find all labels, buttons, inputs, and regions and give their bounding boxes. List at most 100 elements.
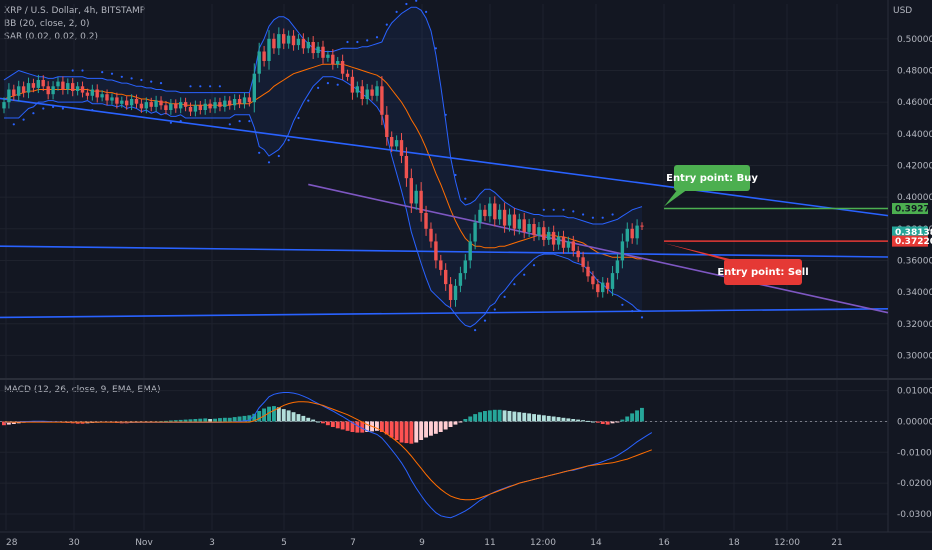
candle-body[interactable] [620, 241, 625, 261]
candle-body[interactable] [605, 282, 610, 289]
candle-body[interactable] [542, 227, 546, 240]
candle-body[interactable] [478, 209, 482, 223]
candle-body[interactable] [203, 103, 207, 110]
candle-body[interactable] [591, 276, 595, 285]
candle-body[interactable] [56, 81, 60, 87]
candle-body[interactable] [537, 227, 541, 236]
candle-body[interactable] [100, 94, 104, 98]
candle-body[interactable] [448, 284, 453, 300]
candle-body[interactable] [183, 102, 188, 107]
candle-body[interactable] [71, 83, 75, 91]
candle-body[interactable] [223, 100, 227, 107]
candle-body[interactable] [576, 250, 580, 258]
candle-body[interactable] [640, 225, 644, 227]
candle-body[interactable] [434, 241, 438, 261]
candle-body[interactable] [424, 213, 428, 229]
symbol-legend[interactable]: XRP / U.S. Dollar, 4h, BITSTAMP [4, 6, 146, 16]
candle-body[interactable] [375, 86, 379, 96]
candle-body[interactable] [498, 209, 502, 220]
candle-body[interactable] [488, 203, 492, 217]
candle-body[interactable] [129, 99, 134, 106]
candle-body[interactable] [331, 54, 335, 65]
candle-body[interactable] [350, 76, 355, 93]
candle-body[interactable] [228, 100, 232, 106]
candle-body[interactable] [17, 86, 21, 96]
candle-body[interactable] [193, 105, 198, 112]
candle-body[interactable] [419, 190, 423, 213]
candle-body[interactable] [517, 219, 521, 229]
candle-body[interactable] [468, 241, 472, 261]
candle-body[interactable] [355, 86, 359, 93]
candle-body[interactable] [115, 97, 119, 104]
candle-body[interactable] [213, 102, 217, 109]
candle-body[interactable] [453, 285, 458, 300]
candle-body[interactable] [277, 34, 281, 49]
candle-body[interactable] [390, 137, 394, 147]
candle-body[interactable] [404, 156, 409, 179]
candle-body[interactable] [164, 105, 168, 110]
candle-body[interactable] [237, 99, 242, 104]
sar-legend[interactable]: SAR (0.02, 0.02, 0.2) [4, 32, 99, 42]
candle-body[interactable] [522, 219, 526, 232]
candle-body[interactable] [507, 214, 512, 226]
candle-body[interactable] [370, 89, 374, 96]
trendline-mid-support[interactable] [0, 245, 889, 258]
candle-body[interactable] [267, 38, 271, 61]
candle-body[interactable] [630, 228, 634, 239]
candle-body[interactable] [340, 61, 345, 74]
candle-body[interactable] [208, 103, 212, 109]
candle-body[interactable] [610, 273, 615, 289]
candle-body[interactable] [463, 260, 467, 274]
candle-body[interactable] [242, 97, 247, 104]
candle-body[interactable] [80, 86, 85, 93]
candle-body[interactable] [149, 102, 153, 107]
buy-callout[interactable]: Entry point: Buy [664, 165, 758, 207]
trendline-lower-channel[interactable] [0, 307, 889, 319]
candle-body[interactable] [286, 35, 291, 44]
candle-body[interactable] [252, 73, 256, 103]
candle-body[interactable] [502, 209, 507, 226]
candle-body[interactable] [311, 42, 315, 54]
candle-body[interactable] [2, 102, 6, 109]
candle-body[interactable] [95, 89, 99, 98]
candle-body[interactable] [360, 86, 364, 99]
candle-body[interactable] [399, 140, 404, 156]
candle-body[interactable] [272, 38, 276, 49]
candle-body[interactable] [105, 94, 109, 101]
candle-body[interactable] [90, 89, 94, 96]
candle-body[interactable] [12, 89, 16, 96]
candle-body[interactable] [51, 86, 55, 95]
candle-body[interactable] [282, 34, 286, 44]
candle-body[interactable] [26, 83, 31, 93]
candle-body[interactable] [154, 100, 158, 107]
candle-body[interactable] [139, 103, 144, 109]
candle-body[interactable] [483, 209, 487, 217]
candle-body[interactable] [635, 225, 639, 239]
trendline-upper-channel[interactable] [0, 97, 889, 217]
candle-body[interactable] [601, 282, 605, 293]
candle-body[interactable] [394, 140, 399, 147]
candle-body[interactable] [365, 89, 369, 100]
candle-body[interactable] [198, 105, 202, 110]
candle-body[interactable] [625, 228, 629, 242]
candle-body[interactable] [512, 214, 517, 229]
candle-body[interactable] [429, 228, 433, 242]
candle-body[interactable] [110, 97, 114, 101]
candle-body[interactable] [247, 97, 252, 103]
candle-body[interactable] [301, 38, 306, 49]
candle-body[interactable] [586, 266, 590, 277]
candle-body[interactable] [125, 100, 129, 106]
candle-body[interactable] [257, 51, 261, 74]
candle-body[interactable] [36, 80, 40, 88]
candle-body[interactable] [444, 269, 448, 285]
candle-body[interactable] [218, 102, 222, 107]
candle-body[interactable] [345, 73, 350, 77]
candle-body[interactable] [321, 46, 325, 58]
candle-body[interactable] [174, 103, 178, 109]
candle-body[interactable] [561, 236, 566, 248]
candle-body[interactable] [7, 89, 11, 103]
trendline-wedge-resistance[interactable] [308, 183, 889, 314]
candle-body[interactable] [159, 100, 163, 106]
candle-body[interactable] [134, 99, 139, 104]
